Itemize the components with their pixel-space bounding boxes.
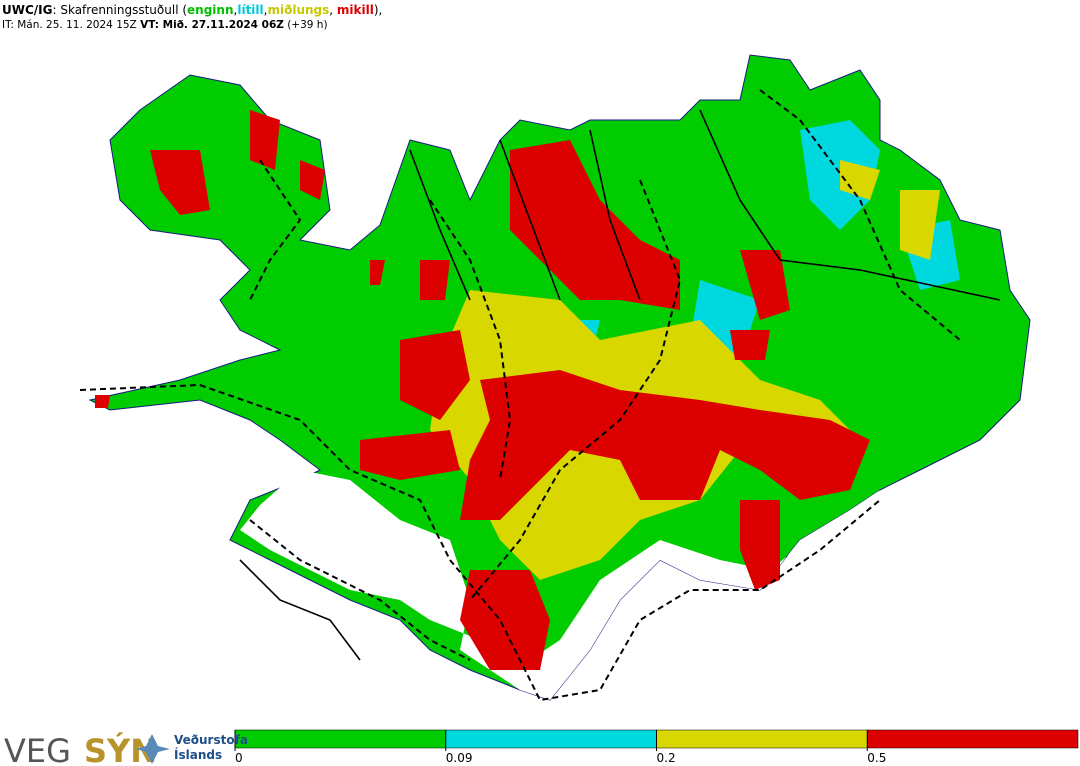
colorbar-tick-label: 0.2 [657, 751, 676, 765]
logo-star [136, 734, 170, 764]
region-borders [239, 109, 1001, 661]
logo-islands: Íslands [174, 747, 222, 762]
header-text: VT: Mið. 27.11.2024 06Z [140, 19, 284, 31]
header-text: mikill [336, 3, 374, 17]
colorbar-tick-label: 0 [235, 751, 243, 765]
header-text: IT: Mán. 25. 11. 2024 15Z [2, 19, 141, 31]
roads [79, 89, 961, 702]
header-text: miðlungs [267, 3, 330, 17]
iceland-map [79, 54, 1031, 702]
colorbar-band [234, 729, 446, 749]
logos: VEG SÝN Veðurstofa Íslands [4, 732, 248, 766]
header-text: , [233, 3, 238, 17]
header-text: lítill [237, 3, 264, 17]
time-info: IT: Mán. 25. 11. 2024 15Z VT: Mið. 27.11… [2, 19, 328, 31]
header-text: ), [373, 3, 383, 17]
header-text: , [263, 3, 268, 17]
header-text: (+39 h) [283, 19, 328, 31]
header-text: , [329, 3, 337, 17]
colorbar-band [656, 729, 868, 749]
colorbar-band [445, 729, 657, 749]
logo-vedurstofa: Veðurstofa [174, 733, 248, 747]
colorbar-tick-label: 0.09 [446, 751, 473, 765]
header-text: UWC/IG [2, 3, 53, 17]
logo-veg: VEG [4, 732, 71, 766]
colorbar-tick-label: 0.5 [867, 751, 886, 765]
header-text: : Skafrenningsstuðull ( [52, 3, 188, 17]
lowland-uncolored [240, 470, 880, 700]
red-areas [95, 110, 870, 670]
title: UWC/IG: Skafrenningsstuðull (enginn,líti… [2, 3, 382, 17]
header-text: enginn [187, 3, 234, 17]
colorbar-band [867, 729, 1079, 749]
colorbar: 0 0.09 0.2 0.5 [234, 729, 1079, 765]
